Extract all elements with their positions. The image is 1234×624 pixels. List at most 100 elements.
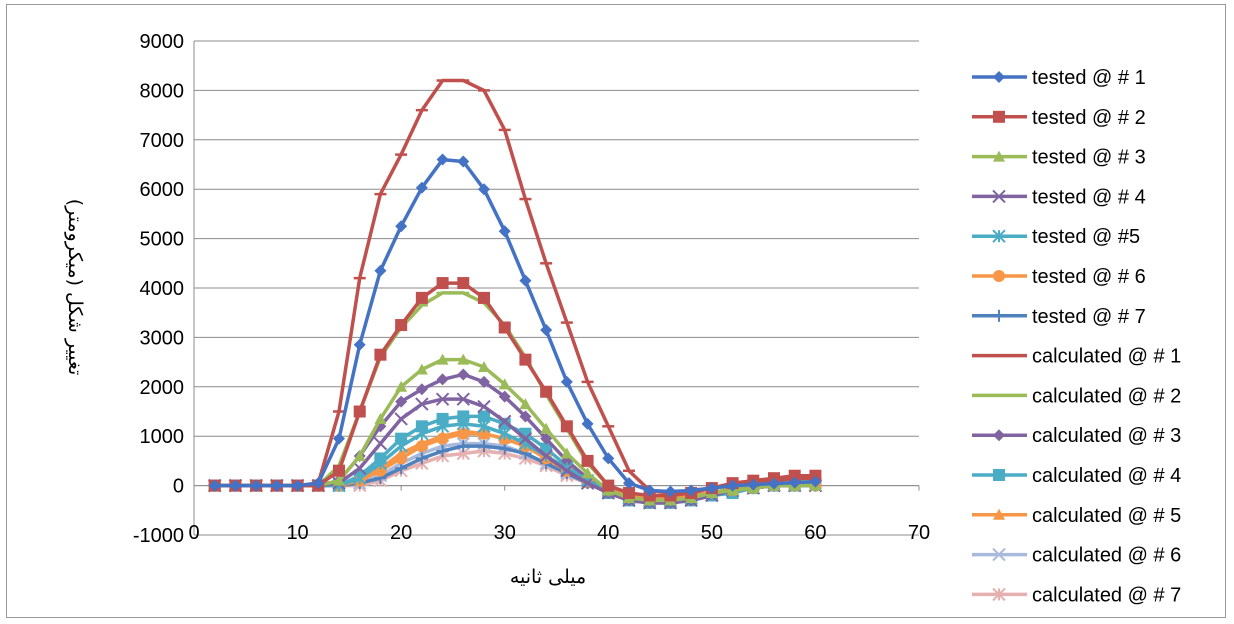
data-point: [395, 220, 408, 233]
data-point: [581, 467, 594, 479]
data-point: [623, 477, 635, 490]
data-point: [768, 477, 780, 490]
data-point: [788, 469, 801, 482]
x-tick-label: 10: [286, 522, 308, 544]
data-point: [478, 440, 490, 453]
data-point: [208, 479, 221, 492]
legend-item: tested @ # 7: [972, 306, 1146, 328]
data-point: [643, 484, 656, 497]
data-point: [436, 432, 449, 445]
legend-label: calculated @ # 3: [1032, 425, 1181, 447]
data-point: [457, 427, 470, 440]
data-point: [498, 225, 511, 238]
data-point: [560, 447, 573, 459]
tick-labels: -100001000200030004000500060007000800090…: [133, 31, 930, 547]
data-point: [374, 412, 387, 424]
data-point: [415, 452, 428, 465]
legend-item: tested @ # 2: [972, 107, 1146, 129]
data-point: [250, 479, 263, 492]
data-point: [436, 373, 449, 386]
y-tick-label: 0: [173, 476, 184, 498]
series-layer: [208, 78, 823, 510]
data-point: [436, 277, 449, 290]
legend-label: calculated @ # 1: [1032, 346, 1181, 368]
data-point: [519, 398, 532, 410]
data-point: [436, 445, 449, 458]
data-point: [747, 478, 760, 491]
x-tick-label: 70: [908, 522, 930, 544]
data-point: [415, 291, 428, 304]
y-tick-label: 1000: [140, 426, 185, 448]
series-line: [212, 291, 818, 503]
legend-label: tested @ # 6: [1032, 266, 1146, 288]
legend-item: calculated @ # 6: [972, 545, 1181, 567]
data-point: [477, 399, 491, 414]
data-point: [809, 475, 822, 488]
legend-swatch-marker: [992, 587, 1006, 602]
data-point: [498, 390, 511, 403]
data-point: [415, 363, 428, 375]
series-1: [208, 153, 822, 498]
data-point: [457, 440, 470, 453]
data-point: [457, 368, 470, 381]
legend-label: calculated @ # 6: [1032, 545, 1181, 567]
data-point: [353, 405, 366, 418]
data-point: [373, 436, 388, 451]
legend-label: tested @ #5: [1032, 226, 1140, 248]
data-point: [291, 479, 304, 492]
data-point: [580, 476, 595, 490]
data-point: [333, 464, 345, 477]
data-point: [664, 485, 677, 498]
data-point: [560, 464, 574, 478]
data-point: [333, 474, 345, 486]
chart-frame: -1000 0 1000 2000 3000 4000 5000 6000 7000 8000 90…: [6, 4, 1226, 618]
data-point: [395, 395, 408, 408]
y-tick-label: 7000: [140, 130, 185, 152]
x-axis-title: میلی ثانیه: [510, 566, 586, 588]
legend-item: calculated @ # 7: [972, 584, 1181, 606]
legend-label: calculated @ # 2: [1032, 385, 1181, 407]
data-point: [457, 277, 470, 290]
data-point: [457, 353, 470, 365]
legend-swatch-marker: [993, 71, 1005, 83]
legend-swatch-marker: [992, 547, 1006, 562]
data-point: [435, 392, 450, 406]
legend-label: calculated @ # 4: [1032, 465, 1181, 487]
data-point: [477, 419, 491, 434]
data-point: [373, 456, 388, 471]
data-point: [415, 440, 428, 453]
data-point: [436, 353, 449, 365]
data-point: [685, 484, 698, 497]
data-point: [415, 397, 429, 411]
data-point: [312, 477, 325, 490]
data-point: [478, 361, 490, 373]
y-tick-label: 6000: [140, 179, 185, 201]
legend-item: calculated @ # 4: [972, 465, 1181, 487]
legend-swatch-marker: [992, 229, 1006, 243]
series-9: [208, 291, 822, 503]
legend-label: tested @ # 3: [1032, 147, 1146, 169]
data-point: [436, 153, 449, 166]
y-tick-label: 2000: [140, 377, 185, 399]
legend-label: calculated @ # 7: [1032, 584, 1181, 606]
data-point: [395, 319, 408, 332]
legend-swatch-marker: [993, 110, 1005, 123]
data-point: [602, 452, 615, 465]
data-point: [270, 479, 283, 492]
x-tick-label: 60: [804, 522, 826, 544]
legend-item: calculated @ # 1: [972, 346, 1181, 368]
data-point: [415, 427, 429, 441]
legend-item: tested @ # 1: [972, 67, 1146, 89]
legend-label: calculated @ # 5: [1032, 505, 1181, 527]
legend-label: tested @ # 2: [1032, 107, 1146, 129]
legend-swatch-marker: [993, 309, 1005, 322]
series-2: [208, 277, 822, 502]
data-point: [540, 432, 553, 445]
data-point: [540, 422, 553, 434]
legend-label: tested @ # 4: [1032, 186, 1146, 208]
y-tick-label: 4000: [140, 278, 185, 300]
data-point: [726, 479, 739, 492]
legend-item: tested @ #5: [972, 226, 1140, 248]
legend-swatch-marker: [993, 270, 1005, 282]
data-point: [540, 323, 553, 336]
